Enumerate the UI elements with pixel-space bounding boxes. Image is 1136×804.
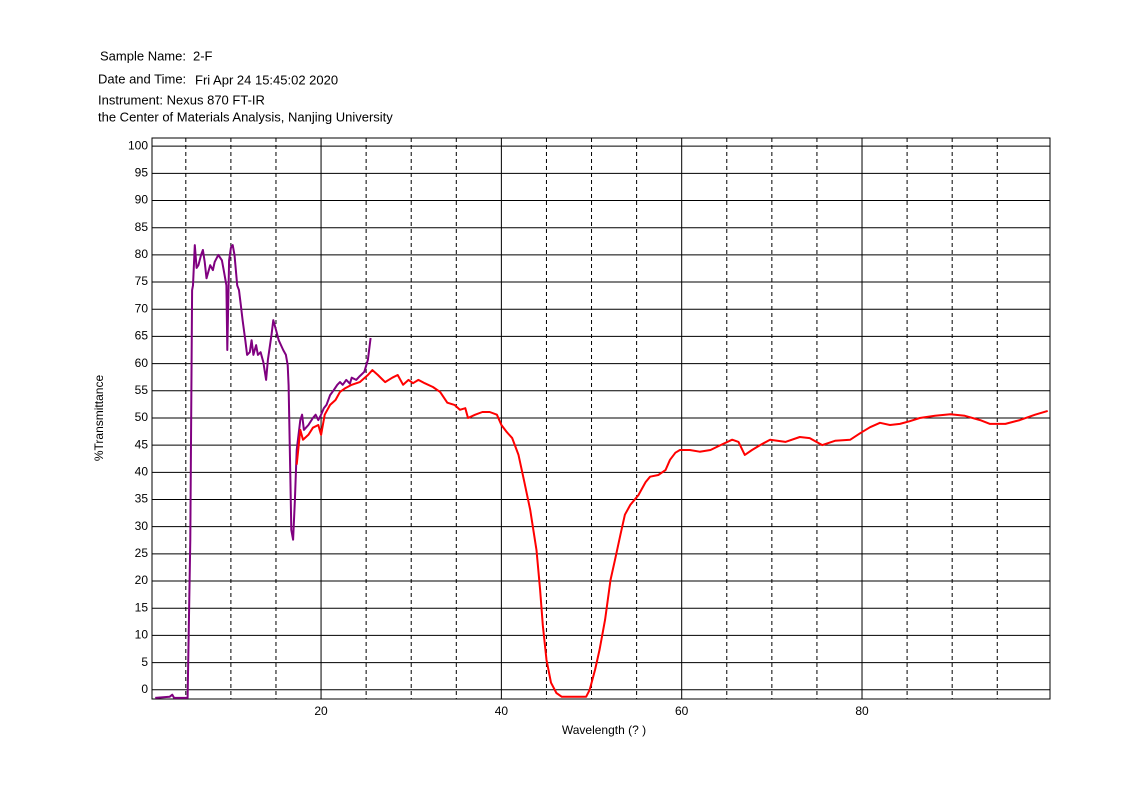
y-tick-label: 80 xyxy=(135,247,149,261)
y-tick-label: 90 xyxy=(135,193,149,207)
sample-value: 2-F xyxy=(193,48,213,63)
y-tick-label: 30 xyxy=(135,519,149,533)
x-tick-label: 60 xyxy=(675,704,689,718)
institution: the Center of Materials Analysis, Nanjin… xyxy=(98,109,393,124)
y-tick-label: 0 xyxy=(141,682,148,696)
y-axis-label: %Transmittance xyxy=(92,375,106,462)
y-tick-label: 20 xyxy=(135,573,149,587)
y-tick-label: 65 xyxy=(135,329,149,343)
y-tick-label: 40 xyxy=(135,464,149,478)
y-tick-label: 100 xyxy=(128,138,148,152)
y-tick-label: 75 xyxy=(135,274,149,288)
y-tick-label: 10 xyxy=(135,628,149,642)
y-tick-label: 85 xyxy=(135,220,149,234)
y-tick-label: 50 xyxy=(135,410,149,424)
spectrum-line xyxy=(155,244,372,699)
x-tick-label: 80 xyxy=(855,704,869,718)
y-tick-label: 45 xyxy=(135,437,149,451)
y-tick-label: 60 xyxy=(135,356,149,370)
y-tick-label: 25 xyxy=(135,546,149,560)
y-tick-label: 5 xyxy=(141,655,148,669)
date-label: Date and Time: xyxy=(98,71,186,86)
sample-label: Sample Name: xyxy=(100,48,186,63)
x-tick-label: 20 xyxy=(314,704,328,718)
date-value: Fri Apr 24 15:45:02 2020 xyxy=(195,72,338,87)
y-tick-label: 55 xyxy=(135,383,149,397)
y-tick-label: 35 xyxy=(135,492,149,506)
y-tick-label: 70 xyxy=(135,301,149,315)
x-axis-label: Wavelength (? ) xyxy=(562,723,646,737)
x-tick-label: 40 xyxy=(495,704,509,718)
instrument: Instrument: Nexus 870 FT-IR xyxy=(98,92,265,107)
y-tick-label: 95 xyxy=(135,166,149,180)
y-tick-label: 15 xyxy=(135,600,149,614)
spectrum-line xyxy=(295,369,1048,698)
